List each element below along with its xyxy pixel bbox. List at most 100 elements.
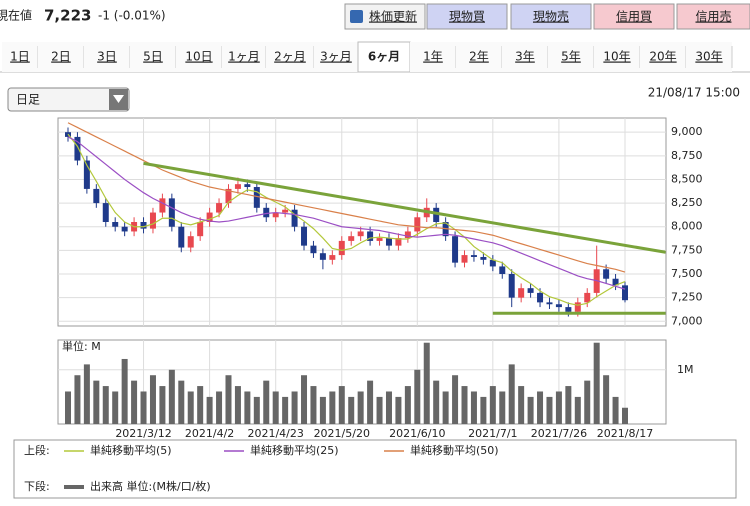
y-tick-label: 7,500 [671, 267, 703, 280]
unit-label: 単位: M [62, 339, 101, 353]
ma-line [67, 136, 626, 290]
button[interactable] [426, 3, 508, 30]
x-tick-label: 2021/8/17 [597, 427, 653, 440]
volume-bar [102, 386, 109, 424]
x-tick-label: 2021/4/2 [185, 427, 234, 440]
candle-body [187, 236, 194, 248]
candle-body [329, 255, 336, 260]
volume-bar [197, 386, 204, 424]
volume-bar [555, 391, 562, 424]
volume-bar [140, 391, 147, 424]
tab[interactable] [686, 42, 732, 72]
tab[interactable] [410, 42, 456, 72]
candle-body [470, 255, 477, 257]
tab-label: 1日 [10, 50, 30, 64]
tab[interactable] [314, 42, 358, 72]
legend-label: 単純移動平均(5) [90, 443, 172, 457]
volume-bar [282, 396, 289, 424]
volume-bar [301, 375, 308, 424]
tab[interactable] [176, 42, 222, 72]
candle-body [121, 226, 128, 232]
candle-body [546, 302, 553, 305]
volume-bar [499, 391, 506, 424]
volume-bar [622, 407, 628, 424]
candle-body [508, 274, 515, 298]
ma-line [67, 133, 626, 306]
tab[interactable] [502, 42, 548, 72]
volume-bar [225, 375, 232, 424]
candle-body [622, 285, 628, 301]
button-label: 信用買 [616, 10, 652, 24]
tab-label: 2年 [469, 50, 489, 64]
volume-bar [433, 380, 440, 424]
candle-body [301, 226, 308, 246]
tab[interactable] [548, 42, 594, 72]
candle-body [168, 198, 175, 227]
volume-bar [376, 396, 383, 424]
dropdown-label: 日足 [16, 93, 40, 107]
tab-label: 3年 [515, 50, 535, 64]
tab[interactable] [2, 42, 38, 72]
tab[interactable] [357, 41, 411, 73]
button-label: 信用売 [695, 9, 731, 24]
candle-body [367, 231, 374, 241]
y-tick-label: 8,500 [671, 172, 703, 185]
legend-row-label: 上段: [24, 443, 50, 457]
tab[interactable] [38, 42, 84, 72]
volume-bar [489, 386, 496, 424]
candle-body [357, 231, 364, 237]
dropdown[interactable] [7, 87, 130, 112]
candle-body [234, 184, 241, 189]
candle-body [565, 307, 572, 312]
tab-label: 1年 [423, 50, 443, 64]
y-tick-label: 8,250 [671, 196, 703, 209]
button[interactable] [510, 3, 592, 30]
candle-body [574, 302, 581, 312]
current-price: 7,223 [44, 7, 91, 25]
volume-bar [234, 386, 241, 424]
tab[interactable] [130, 42, 176, 72]
volume-bar [508, 364, 515, 424]
volume-bar [310, 386, 317, 424]
candle-body [159, 198, 166, 213]
volume-bar [178, 380, 185, 424]
tab[interactable] [84, 42, 130, 72]
volume-bar [593, 342, 600, 424]
button[interactable] [676, 3, 750, 30]
candle-body [395, 238, 402, 246]
y-tick-label: 7,000 [671, 314, 703, 327]
candle-body [518, 288, 525, 298]
tab[interactable] [266, 42, 314, 72]
volume-bar [395, 396, 402, 424]
candle-body [433, 207, 440, 222]
volume-bar [404, 386, 411, 424]
candle-body [272, 212, 279, 218]
button[interactable] [593, 3, 675, 30]
tab[interactable] [456, 42, 502, 72]
volume-bar [65, 391, 71, 424]
tab-label: 2日 [51, 50, 71, 64]
tab[interactable] [594, 42, 640, 72]
y-tick-label: 8,750 [671, 149, 703, 162]
candle-body [537, 292, 544, 303]
x-tick-label: 2021/5/20 [314, 427, 370, 440]
tab-label: 5年 [561, 50, 581, 64]
x-tick-label: 2021/7/1 [468, 427, 517, 440]
tab-label: 20年 [649, 50, 676, 64]
volume-bar [537, 391, 544, 424]
volume-bar [272, 391, 279, 424]
tab-label: 3ヶ月 [320, 50, 352, 64]
tab[interactable] [640, 42, 686, 72]
volume-bar [348, 396, 355, 424]
volume-bar [584, 380, 591, 424]
timestamp: 21/08/17 15:00 [648, 86, 740, 100]
tab[interactable] [222, 42, 266, 72]
candle-body [489, 259, 496, 267]
candle-body [461, 255, 468, 263]
candle-body [197, 222, 204, 237]
candle-body [282, 209, 289, 213]
volume-bar [168, 369, 175, 424]
dropdown-arrow [113, 95, 124, 103]
candle-body [93, 188, 100, 204]
